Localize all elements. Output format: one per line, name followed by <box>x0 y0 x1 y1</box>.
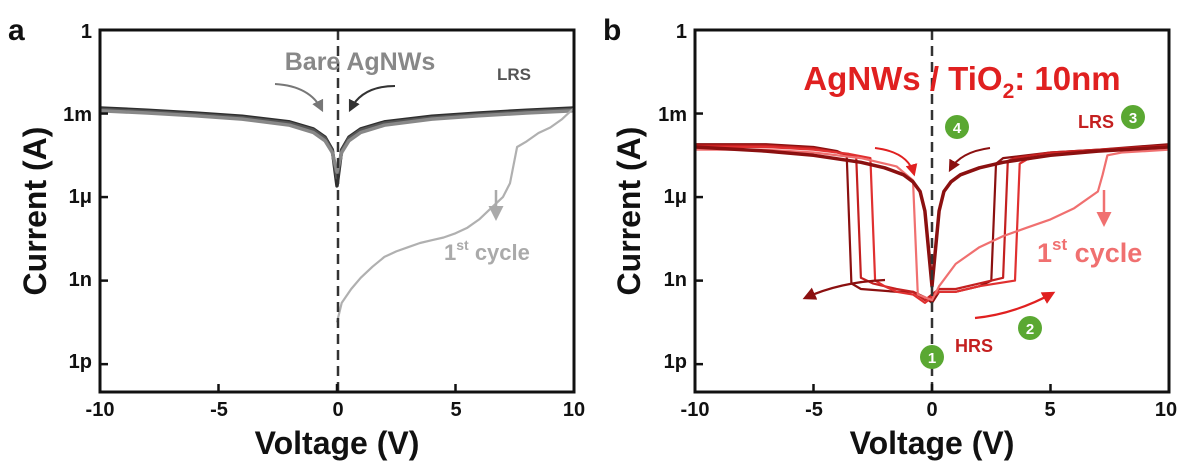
panel-b-ylabel: Current (A) <box>611 127 647 296</box>
panel-a-xtick-4: 10 <box>563 399 585 421</box>
panel-b-ticks <box>693 28 1171 392</box>
panel-a-ytick-2: 1μ <box>69 186 92 208</box>
panel-b-ytick-3: 1n <box>664 269 687 291</box>
panel-a-ytick-3: 1n <box>69 269 92 291</box>
step-badge-4: 4 <box>945 115 969 139</box>
step-badge-2-text: 2 <box>1026 321 1034 338</box>
panel-a-ylabel: Current (A) <box>17 127 53 296</box>
panel-a-xtick-0: -10 <box>86 399 115 421</box>
panel-a-ytick-1: 1m <box>63 104 92 126</box>
panel-b-ytick-2: 1μ <box>664 186 687 208</box>
panel-b-xlabel: Voltage (V) <box>850 425 1015 461</box>
panel-b-ytick-4: 1p <box>664 351 687 373</box>
panel-b-letter: b <box>603 14 621 47</box>
panel-b-xtick-0: -10 <box>681 399 710 421</box>
panel-b-arrow-reset-right <box>974 291 1056 320</box>
panel-b-xtick-4: 10 <box>1155 399 1177 421</box>
panel-a-arrow-left <box>274 83 324 113</box>
step-badge-1: 1 <box>920 345 944 369</box>
panel-b-arrow-reset-left <box>802 278 886 300</box>
panel-a-letter: a <box>8 14 25 47</box>
panel-b-series-first-cycle <box>695 148 1170 302</box>
panel-a-xtick-2: 0 <box>332 399 343 421</box>
step-badge-2: 2 <box>1018 316 1042 340</box>
panel-a-title: Bare AgNWs <box>285 48 436 76</box>
panel-b-arrow-set-right <box>948 147 991 173</box>
panel-a-series-first-cycle <box>335 107 575 323</box>
panel-a-ticks <box>98 28 576 392</box>
panel-a-arrow-right <box>348 85 396 113</box>
step-badge-1-text: 1 <box>928 350 936 367</box>
panel-a-xtick-3: 5 <box>450 399 461 421</box>
panel-b-xtick-1: -5 <box>805 399 823 421</box>
panel-b-lrs-label: LRS <box>1078 112 1114 132</box>
panel-a-ytick-4: 1p <box>69 351 92 373</box>
panel-b-xtick-3: 5 <box>1044 399 1055 421</box>
step-badge-4-text: 4 <box>953 120 962 137</box>
panel-a-first-cycle-label: 1st cycle <box>444 237 530 265</box>
panel-b-title: AgNWs / TiO2: 10nm <box>803 60 1120 103</box>
panel-a-series-lrs-sweep-3 <box>99 109 575 174</box>
panel-a-series <box>99 106 575 323</box>
step-badge-3-text: 3 <box>1129 110 1137 127</box>
step-badge-3: 3 <box>1121 105 1145 129</box>
panel-b-first-cycle-label: 1st cycle <box>1037 235 1142 268</box>
panel-a: a 1 1m 1μ 1n 1p -10 -5 0 5 10 Voltage (V… <box>8 14 585 461</box>
panel-a-xtick-1: -5 <box>210 399 228 421</box>
panel-b: b 1 1m 1μ 1n 1p -10 -5 0 5 10 Voltage (V… <box>603 14 1177 461</box>
panel-a-ytick-0: 1 <box>81 21 92 43</box>
panel-b-xtick-2: 0 <box>926 399 937 421</box>
panel-b-hrs-label: HRS <box>955 336 993 356</box>
panel-a-lrs-label: LRS <box>497 65 531 84</box>
panel-a-xlabel: Voltage (V) <box>255 425 420 461</box>
panel-b-ytick-0: 1 <box>676 21 687 43</box>
panel-b-ytick-1: 1m <box>658 104 687 126</box>
panel-b-arrow-set-left <box>874 147 918 177</box>
